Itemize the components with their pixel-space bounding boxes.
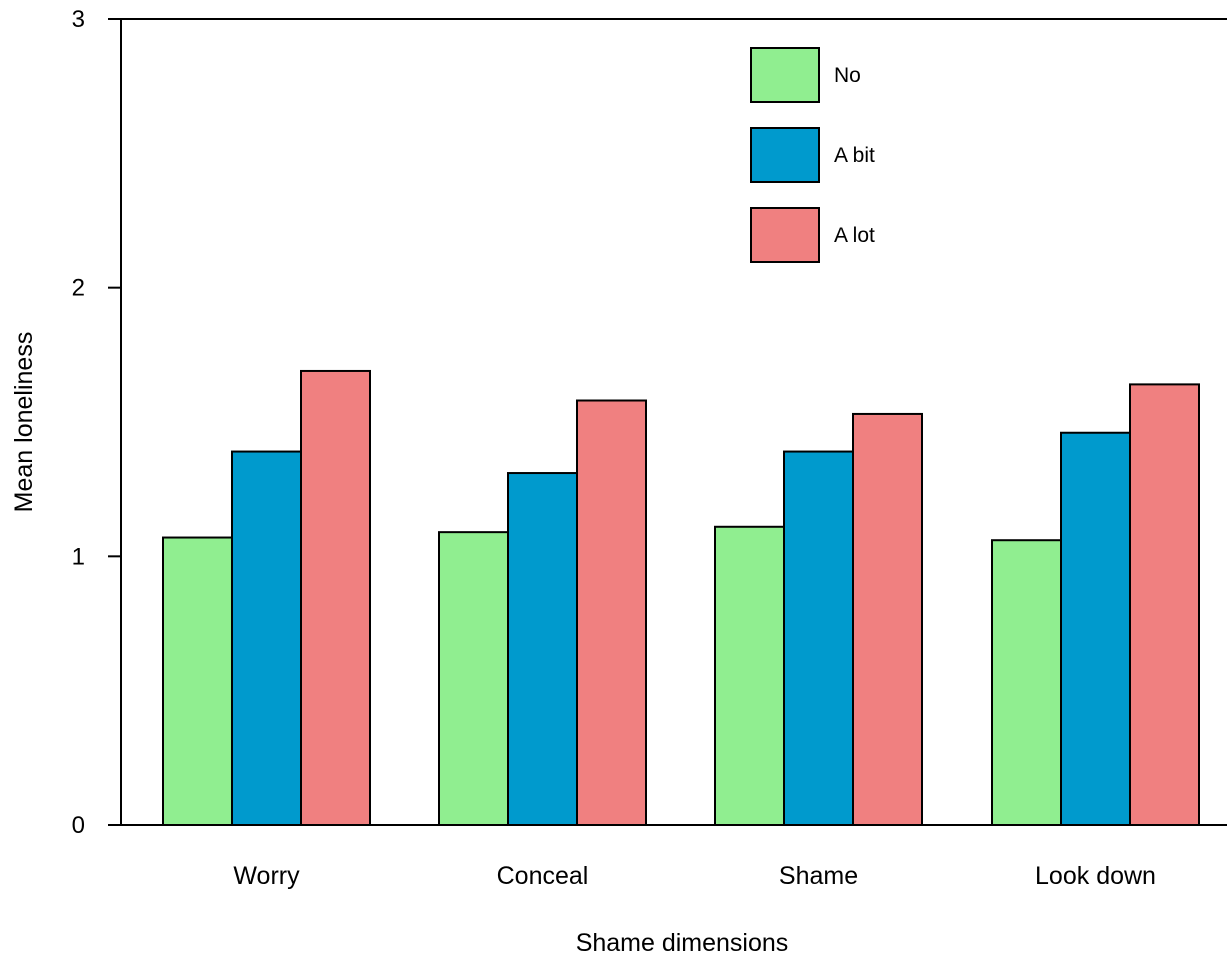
y-tick-label-3: 3 — [72, 6, 85, 33]
x-labels-group: Worry Conceal Shame Look down — [233, 862, 1156, 890]
y-ticks-group: 0 1 2 3 — [72, 6, 121, 839]
legend-label-a-bit: A bit — [834, 144, 875, 167]
legend: No A bit A lot — [750, 47, 875, 263]
bar-shame-no — [714, 525, 785, 827]
bar-look-down-a-lot — [1129, 383, 1200, 826]
y-tick-label-1: 1 — [72, 543, 85, 570]
bar-shame-a-bit — [783, 450, 854, 826]
y-tick-label-2: 2 — [72, 275, 85, 302]
x-tick-label-worry: Worry — [233, 862, 300, 890]
bar-worry-a-lot — [300, 369, 371, 826]
bars-group — [162, 369, 1200, 827]
bar-conceal-a-lot — [576, 399, 647, 826]
x-tick-label-look-down: Look down — [1035, 862, 1156, 890]
bar-worry-no — [162, 536, 233, 826]
legend-swatch-no — [750, 47, 820, 103]
bar-conceal-no — [438, 531, 509, 826]
legend-swatch-a-lot — [750, 207, 820, 263]
legend-label-a-lot: A lot — [834, 224, 875, 247]
x-tick-label-conceal: Conceal — [497, 862, 589, 890]
bar-worry-a-bit — [231, 450, 302, 826]
bar-conceal-a-bit — [507, 472, 578, 826]
legend-swatch-a-bit — [750, 127, 820, 183]
x-axis-title: Shame dimensions — [576, 929, 789, 954]
y-axis-title: Mean loneliness — [10, 332, 38, 513]
x-tick-label-shame: Shame — [779, 862, 858, 890]
bar-look-down-no — [991, 539, 1062, 826]
legend-label-no: No — [834, 64, 861, 87]
bar-look-down-a-bit — [1060, 431, 1131, 826]
y-tick-label-0: 0 — [72, 812, 85, 839]
bar-shame-a-lot — [852, 412, 923, 826]
